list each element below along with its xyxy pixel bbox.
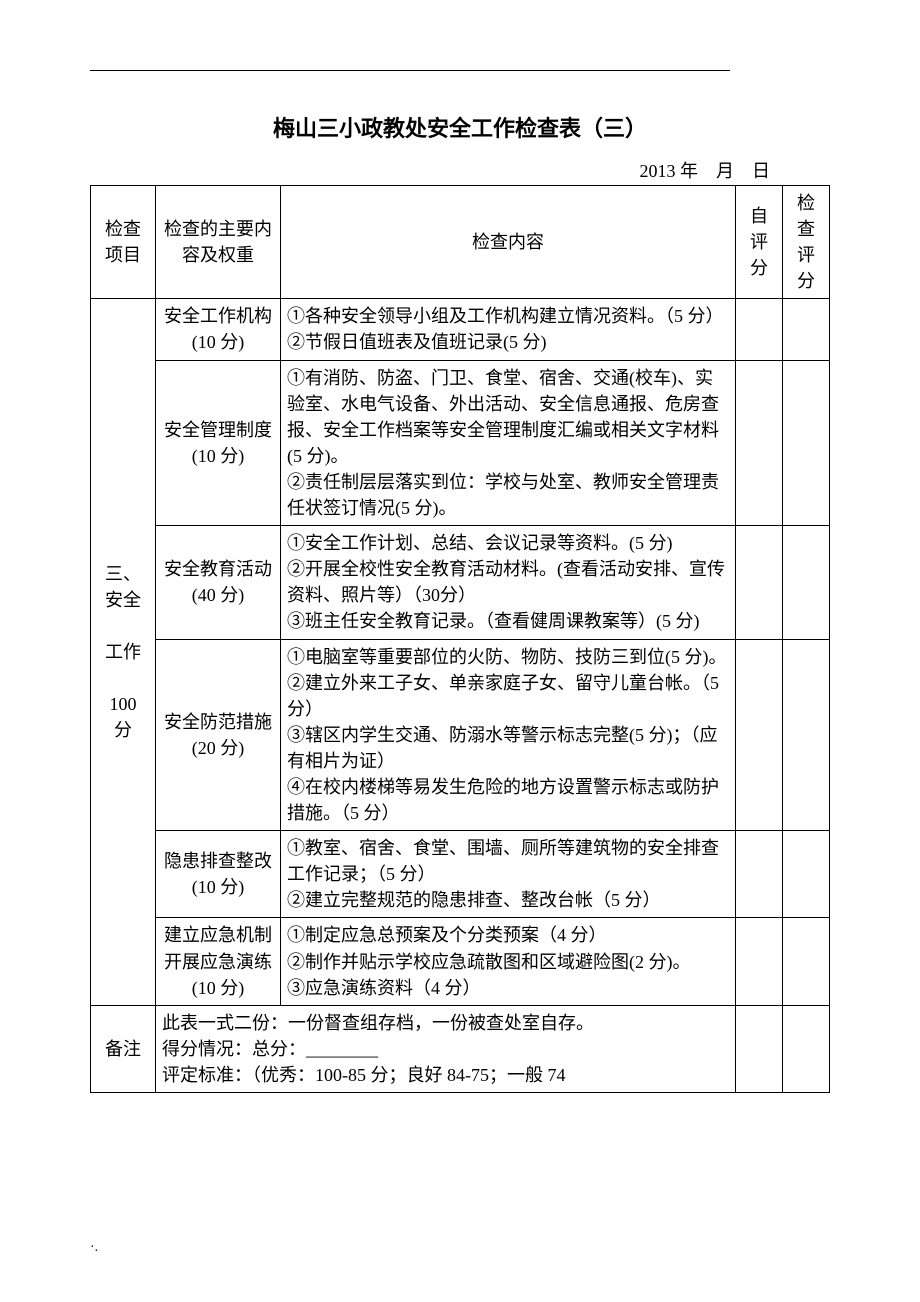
subject-cell: 隐患排查整改 (10 分) (156, 831, 281, 918)
subject-cell: 安全工作机构 (10 分) (156, 299, 281, 360)
top-rule (90, 70, 730, 71)
remark-label: 备注 (91, 1005, 156, 1092)
remark-content: 此表一式二份：一份督查组存档，一份被查处室自存。 得分情况：总分：_______… (156, 1005, 736, 1092)
table-row: 三、安全 工作 100 分 安全工作机构 (10 分) ①各种安全领导小组及工作… (91, 299, 830, 360)
category-cell: 三、安全 工作 100 分 (91, 299, 156, 1005)
self-score-cell[interactable] (736, 831, 783, 918)
remark-row: 备注 此表一式二份：一份督查组存档，一份被查处室自存。 得分情况：总分：____… (91, 1005, 830, 1092)
self-score-cell[interactable] (736, 639, 783, 831)
header-col-content: 检查内容 (281, 186, 736, 299)
remark-self-score[interactable] (736, 1005, 783, 1092)
content-cell: ①安全工作计划、总结、会议记录等资料。(5 分) ②开展全校性安全教育活动材料。… (281, 526, 736, 639)
table-row: 建立应急机制 开展应急演练 (10 分) ①制定应急总预案及个分类预案（4 分）… (91, 918, 830, 1005)
header-col-check-score: 检查评分 (783, 186, 830, 299)
subject-cell: 安全管理制度 (10 分) (156, 360, 281, 526)
check-score-cell[interactable] (783, 918, 830, 1005)
header-col-self-score: 自评分 (736, 186, 783, 299)
remark-check-score[interactable] (783, 1005, 830, 1092)
check-score-cell[interactable] (783, 831, 830, 918)
header-col-item: 检查项目 (91, 186, 156, 299)
date-line: 2013 年 月 日 (90, 157, 830, 183)
content-cell: ①电脑室等重要部位的火防、物防、技防三到位(5 分)。 ②建立外来工子女、单亲家… (281, 639, 736, 831)
header-col-subject: 检查的主要内容及权重 (156, 186, 281, 299)
check-score-cell[interactable] (783, 639, 830, 831)
table-row: 安全管理制度 (10 分) ①有消防、防盗、门卫、食堂、宿舍、交通(校车)、实验… (91, 360, 830, 526)
check-score-cell[interactable] (783, 299, 830, 360)
table-row: 安全教育活动 (40 分) ①安全工作计划、总结、会议记录等资料。(5 分) ②… (91, 526, 830, 639)
content-cell: ①制定应急总预案及个分类预案（4 分） ②制作并贴示学校应急疏散图和区域避险图(… (281, 918, 736, 1005)
self-score-cell[interactable] (736, 299, 783, 360)
table-row: 隐患排查整改 (10 分) ①教室、宿舍、食堂、围墙、厕所等建筑物的安全排查工作… (91, 831, 830, 918)
document-page: 梅山三小政教处安全工作检查表（三） 2013 年 月 日 检查项目 检查的主要内… (0, 0, 920, 1302)
subject-cell: 建立应急机制 开展应急演练 (10 分) (156, 918, 281, 1005)
content-cell: ①各种安全领导小组及工作机构建立情况资料。（5 分） ②节假日值班表及值班记录(… (281, 299, 736, 360)
self-score-cell[interactable] (736, 918, 783, 1005)
subject-cell: 安全防范措施 (20 分) (156, 639, 281, 831)
content-cell: ①有消防、防盗、门卫、食堂、宿舍、交通(校车)、实验室、水电气设备、外出活动、安… (281, 360, 736, 526)
table-header-row: 检查项目 检查的主要内容及权重 检查内容 自评分 检查评分 (91, 186, 830, 299)
self-score-cell[interactable] (736, 526, 783, 639)
content-cell: ①教室、宿舍、食堂、围墙、厕所等建筑物的安全排查工作记录；（5 分） ②建立完整… (281, 831, 736, 918)
check-score-cell[interactable] (783, 526, 830, 639)
inspection-table: 检查项目 检查的主要内容及权重 检查内容 自评分 检查评分 三、安全 工作 10… (90, 185, 830, 1093)
check-score-cell[interactable] (783, 360, 830, 526)
document-title: 梅山三小政教处安全工作检查表（三） (90, 111, 830, 143)
subject-cell: 安全教育活动 (40 分) (156, 526, 281, 639)
self-score-cell[interactable] (736, 360, 783, 526)
table-row: 安全防范措施 (20 分) ①电脑室等重要部位的火防、物防、技防三到位(5 分)… (91, 639, 830, 831)
footer-mark: ·. (90, 1240, 98, 1256)
